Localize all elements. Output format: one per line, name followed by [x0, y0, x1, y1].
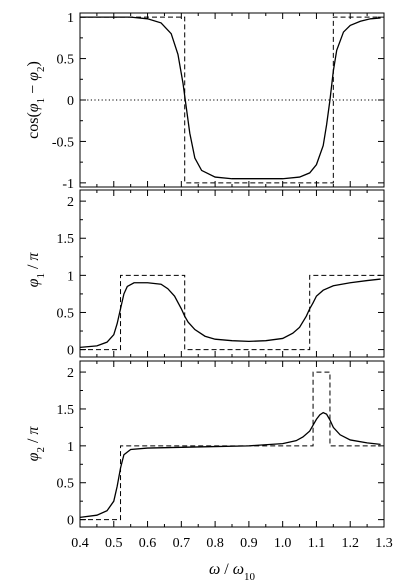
- dashed-series-line: [80, 16, 381, 184]
- y-tick-label: 0.5: [57, 477, 75, 492]
- chart-area-cos: 1 0.5 0 -0.5 -1: [52, 11, 385, 192]
- y-tick-label: 1: [67, 11, 74, 26]
- y-tick-label: 0.5: [57, 306, 75, 321]
- chart-area-phi2: 0 0.5 1 1.5 2 0.4 0.5 0.6 0.7 0.8 0.9 1.0 1.1 1.2 1.3: [57, 360, 393, 551]
- y-tick-label: 1: [67, 440, 74, 455]
- y-tick-label: 0.5: [57, 53, 75, 68]
- y-tick-label: 0: [67, 514, 74, 529]
- panel-cos: 1 0.5 0 -0.5 -1 cos(φ1 − φ2): [25, 11, 385, 192]
- chart-area-phi1: 0 0.5 1 1.5 2: [57, 189, 385, 359]
- x-tick-label: 1.1: [308, 536, 326, 551]
- y-tick-label: 0: [67, 94, 74, 109]
- y-tick-label: 2: [67, 195, 74, 210]
- solid-series-line: [79, 278, 381, 348]
- y-tick-label: 0: [67, 344, 74, 359]
- plot-frame: [79, 360, 385, 528]
- x-tick-label: 1.0: [274, 536, 292, 551]
- plot-frame: [79, 189, 385, 358]
- dashed-series-line: [80, 371, 381, 521]
- x-tick-label: 0.9: [240, 536, 258, 551]
- ylabel-cos: cos(φ1 − φ2): [25, 61, 47, 139]
- x-tick-label: 0.6: [139, 536, 157, 551]
- y-tick-label: 2: [67, 366, 74, 381]
- ylabel-phi2: φ2 / π: [25, 426, 47, 462]
- ylabel-phi1: φ1 / π: [25, 252, 47, 288]
- x-tick-label: 0.5: [105, 536, 123, 551]
- panel-phi2: 00.511.520.4 0.5 0.6 0.7 0.8 0.9 1.0 1.1 1.2 1.3 …: [25, 360, 393, 583]
- solid-series-line: [79, 411, 381, 519]
- solid-series-line: [80, 16, 381, 180]
- x-tick-label: 0.8: [206, 536, 224, 551]
- y-tick-label: 1.5: [57, 403, 75, 418]
- panel-phi1: 0 0.5 1 1.5 2 φ1 / π: [25, 189, 385, 359]
- x-tick-label: 0.4: [71, 536, 89, 551]
- y-tick-label: 1: [67, 269, 74, 284]
- dashed-series-line: [80, 274, 381, 351]
- x-tick-label: 1.2: [341, 536, 359, 551]
- x-tick-label: 0.7: [173, 536, 191, 551]
- y-tick-label: -1: [62, 177, 74, 192]
- x-tick-label: 1.3: [375, 536, 393, 551]
- y-tick-label: 1.5: [57, 232, 75, 247]
- y-tick-label: -0.5: [52, 135, 74, 150]
- xlabel: ω / ω10: [209, 561, 256, 583]
